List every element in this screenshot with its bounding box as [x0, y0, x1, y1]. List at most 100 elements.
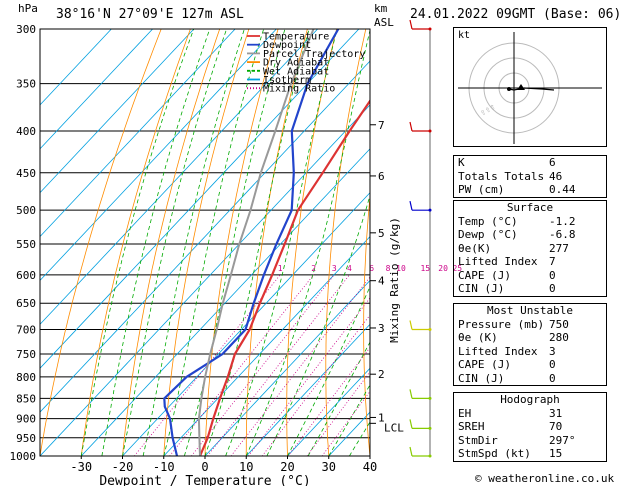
wind-barb-point [428, 454, 432, 458]
km-tick-label: 4 [378, 275, 385, 288]
x-tick-label: -10 [153, 460, 175, 474]
mixing-ratio-line [191, 274, 335, 456]
wind-barb-point [428, 27, 432, 31]
isotherm-line [40, 29, 236, 238]
asl-axis-title: ASL [374, 16, 394, 29]
legend-label: Mixing Ratio [263, 84, 335, 95]
wind-barb-point [428, 129, 432, 133]
hodo-watermark: ⇧⇧⇧ [479, 102, 498, 119]
pressure-tick-label: 650 [16, 297, 36, 310]
isotherm-line [204, 279, 370, 456]
wet-adiabat-line [142, 29, 245, 456]
legend-label: Isotherm [263, 75, 311, 86]
most-unstable-table: Most Unstable Pressure (mb) 750 θe (K) 280… [453, 303, 607, 386]
forecast-datetime: 24.01.2022 09GMT (Base: 06) [410, 7, 622, 22]
isotherm-line [245, 323, 370, 456]
hodo-row-eh: EH 31 [458, 406, 563, 420]
surface-row-temp: Temp (°C) -1.2 [458, 214, 576, 228]
pressure-tick-label: 450 [16, 167, 36, 180]
lcl-label: LCL [384, 421, 404, 434]
surface-row-cape: CAPE (J) 0 [458, 268, 556, 282]
legend-label: Parcel Trajectory [263, 49, 365, 60]
wind-barb-point [428, 396, 432, 400]
hodograph-kt-label: kt [458, 30, 471, 41]
mixing-ratio-label: 2 [311, 264, 316, 273]
legend-label: Temperature [263, 32, 329, 43]
x-axis-title: Dewpoint / Temperature (°C) [99, 474, 310, 486]
wind-barb-feather [409, 201, 413, 211]
dry-adiabat-line [325, 29, 367, 456]
mixing-ratio-label: 25 [452, 264, 462, 273]
x-tick-label: 10 [239, 460, 253, 474]
hodo-table-title: Hodograph [500, 393, 560, 406]
dry-adiabat-line [400, 29, 424, 456]
wind-barb-feather [409, 19, 413, 30]
mu-title: Most Unstable [486, 304, 574, 317]
pressure-tick-label: 300 [16, 23, 36, 36]
x-tick-label: 30 [322, 460, 336, 474]
footer-credit: © weatheronline.co.uk [475, 472, 615, 485]
isotherm-line [40, 29, 112, 106]
pressure-tick-label: 400 [16, 125, 36, 138]
hodo-row-stmspd: StmSpd (kt) 15 [458, 447, 563, 460]
hodo-start-point [507, 87, 511, 91]
isotherm-line [80, 148, 370, 456]
surface-title: Surface [506, 201, 554, 214]
pressure-tick-label: 350 [16, 78, 36, 91]
wind-barb-feather [409, 389, 413, 399]
surface-row-thetae: θe(K) 277 [458, 241, 569, 255]
hodograph-table: Hodograph EH 31 SREH 70 StmDir 297° StmSpd … [453, 392, 607, 462]
pressure-tick-label: 800 [16, 371, 36, 384]
mixing-ratio-line [321, 390, 370, 456]
isotherm-line [40, 29, 195, 194]
wind-barb-point [428, 328, 432, 332]
wet-adiabat-line [307, 341, 370, 456]
mixing-ratio-line [306, 371, 370, 456]
surface-row-cin: CIN (J) 0 [458, 282, 556, 295]
parcel-trajectory-profile [197, 29, 315, 456]
index-row-totals: Totals Totals 46 [458, 169, 563, 183]
hodo-row-stmdir: StmDir 297° [458, 433, 576, 447]
wet-adiabat-line [184, 29, 286, 456]
storm-motion-marker [517, 84, 525, 90]
mixing-ratio-label: 10 [396, 264, 406, 273]
mixing-ratio-line [169, 274, 314, 456]
mixing-ratio-label: 6 [369, 264, 374, 273]
temperature-profile [198, 98, 370, 456]
x-tick-label: -30 [70, 460, 92, 474]
x-tick-label: 20 [280, 460, 294, 474]
isotherm-line [122, 192, 370, 456]
mu-row-cape: CAPE (J) 0 [458, 358, 556, 371]
legend-label: Wet Adiabat [263, 66, 329, 77]
legend-label: Dewpoint [263, 40, 311, 51]
mixing-ratio-label: 15 [420, 264, 430, 273]
mixing-ratio-line [287, 346, 370, 456]
wind-barb-feather [409, 446, 413, 457]
wet-adiabat-line [245, 29, 370, 456]
km-tick-label: 2 [378, 368, 385, 381]
pressure-tick-label: 950 [16, 432, 36, 445]
dry-adiabat-line [163, 29, 250, 456]
mixing-ratio-line [248, 297, 370, 456]
x-tick-label: -20 [112, 460, 134, 474]
isotherm-line [40, 29, 318, 325]
km-tick-label: 6 [378, 170, 385, 183]
km-tick-label: 1 [378, 411, 385, 424]
dry-adiabat-line [80, 29, 191, 456]
pressure-tick-label: 850 [16, 392, 36, 405]
hodo-row-sreh: SREH 70 [458, 420, 563, 433]
mu-row-cin: CIN (J) 0 [458, 371, 556, 385]
km-tick-label: 5 [378, 227, 385, 240]
hodograph-plot: ⇧⇧⇧ [458, 32, 602, 144]
index-row-pw: PW (cm) 0.44 [458, 183, 576, 196]
hpa-axis-title: hPa [18, 2, 38, 15]
surface-table: Surface Temp (°C) -1.2 Dewp (°C) -6.8 θe(K… [453, 200, 607, 297]
mu-row-li: Lifted Index 3 [458, 344, 556, 358]
mixing-ratio-label: 20 [438, 264, 448, 273]
legend-label: Dry Adiabat [263, 58, 329, 69]
mixing-ratio-label: 8 [386, 264, 391, 273]
pressure-tick-label: 700 [16, 324, 36, 337]
isotherm-line [163, 236, 370, 456]
